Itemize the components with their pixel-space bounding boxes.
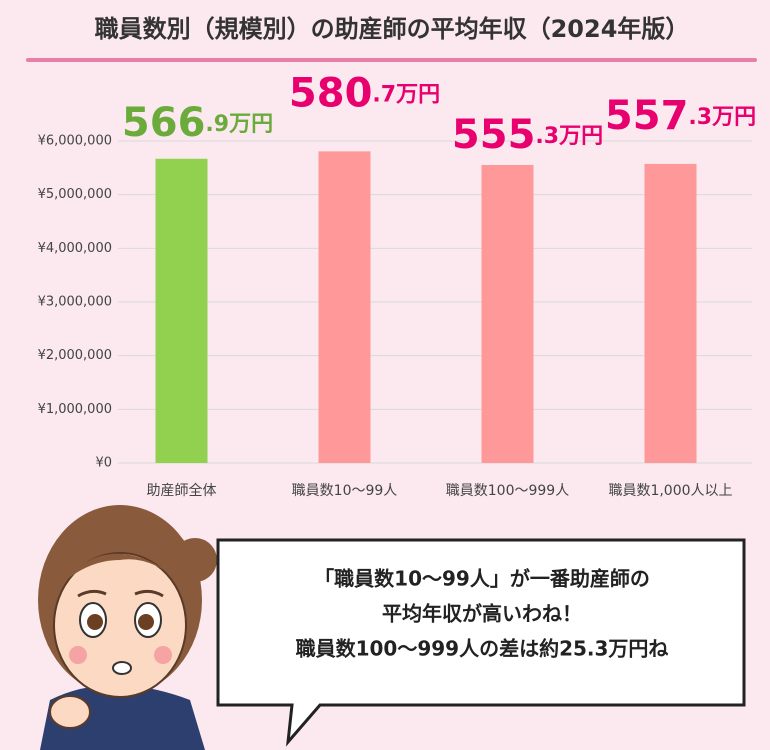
y-tick-label: ¥2,000,000 xyxy=(38,348,112,363)
y-tick-label: ¥4,000,000 xyxy=(38,241,112,256)
y-tick-label: ¥5,000,000 xyxy=(38,187,112,202)
bar xyxy=(644,163,697,464)
value-label: 555.3万円 xyxy=(452,112,603,158)
value-label: 557.3万円 xyxy=(605,93,756,139)
x-tick-label: 職員数10〜99人 xyxy=(292,483,398,499)
value-label: 566.9万円 xyxy=(122,100,273,146)
chart-title: 職員数別（規模別）の助産師の平均年収（2024年版） xyxy=(95,15,690,43)
face xyxy=(53,552,187,698)
character xyxy=(38,505,217,750)
y-tick-label: ¥1,000,000 xyxy=(38,402,112,417)
speech-bubble xyxy=(216,538,746,747)
bar xyxy=(481,164,534,463)
pupil xyxy=(87,614,103,630)
pupil xyxy=(138,614,154,630)
x-tick-label: 助産師全体 xyxy=(147,482,217,499)
cheek xyxy=(69,646,87,664)
eyebrows xyxy=(77,589,164,598)
mouth xyxy=(112,661,132,675)
bar xyxy=(318,151,371,463)
y-tick-label: ¥0 xyxy=(95,456,112,471)
x-tick-label: 職員数1,000人以上 xyxy=(608,483,732,499)
speech-line: 職員数100〜999人の差は約25.3万円ね xyxy=(296,637,669,661)
fringe xyxy=(55,553,185,590)
speech-line: 平均年収が高いわね！ xyxy=(382,602,582,626)
y-tick-label: ¥6,000,000 xyxy=(38,134,112,149)
cheek xyxy=(154,646,172,664)
value-label: 580.7万円 xyxy=(289,70,440,116)
y-tick-label: ¥3,000,000 xyxy=(38,295,112,310)
bar xyxy=(155,158,208,463)
fist xyxy=(49,695,91,729)
x-tick-label: 職員数100〜999人 xyxy=(446,483,569,499)
speech-line: 「職員数10〜99人」が一番助産師の xyxy=(314,567,650,591)
